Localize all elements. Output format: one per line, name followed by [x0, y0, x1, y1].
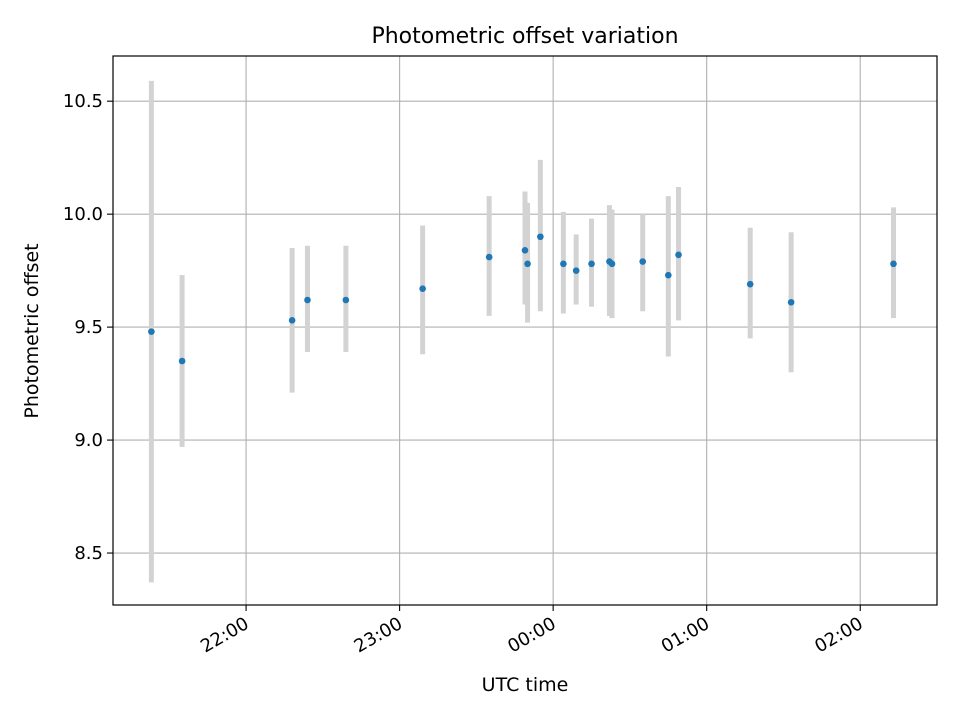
y-tick-label: 8.5 [74, 543, 103, 564]
y-tick-label: 10.5 [63, 91, 103, 112]
x-tick-label: 00:00 [504, 613, 559, 657]
x-axis-ticks: 22:00 23:00 00:00 01:00 02:00 [197, 605, 867, 657]
data-point [419, 285, 426, 293]
data-point [524, 260, 531, 268]
data-point [304, 296, 311, 304]
y-tick-label: 9.5 [74, 317, 103, 338]
chart-title: Photometric offset variation [371, 24, 678, 49]
y-axis-label: Photometric offset [21, 243, 43, 418]
data-point [148, 328, 155, 335]
grid-layer [113, 56, 937, 605]
data-point [746, 280, 754, 288]
plot-frame [112, 55, 938, 606]
errorbar-layer [148, 80, 896, 583]
x-axis-label: UTC time [482, 674, 569, 696]
x-tick-label: 01:00 [658, 613, 713, 657]
data-point [288, 317, 296, 324]
y-tick-label: 10.0 [63, 204, 103, 225]
data-point [665, 271, 672, 279]
y-axis-ticks: 8.5 9.0 9.5 10.0 10.5 [63, 91, 113, 564]
data-point [560, 260, 567, 268]
data-point [608, 260, 616, 268]
data-point [537, 233, 544, 241]
data-point [342, 296, 350, 304]
data-point [178, 357, 186, 365]
data-point [639, 258, 647, 265]
y-tick-label: 9.0 [74, 430, 103, 451]
data-point [588, 260, 595, 268]
data-point [485, 253, 493, 261]
x-tick-label: 23:00 [351, 613, 406, 657]
data-point [521, 246, 529, 254]
data-point [890, 260, 897, 268]
data-point [675, 251, 682, 259]
point-layer [148, 233, 897, 365]
x-tick-label: 22:00 [197, 613, 252, 657]
x-tick-label: 02:00 [811, 613, 866, 657]
data-point [572, 267, 580, 274]
data-point [787, 298, 795, 306]
